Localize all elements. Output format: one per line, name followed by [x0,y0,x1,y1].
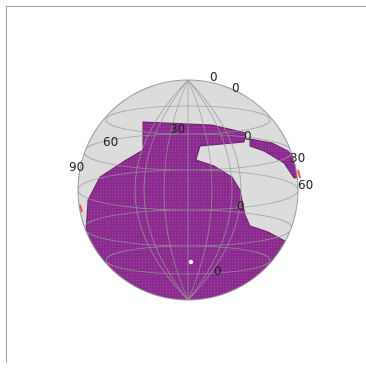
tick-label: 0 [210,70,218,84]
tick-label: 90 [69,160,84,174]
tick-label: 30 [170,122,185,136]
tick-label: 60 [298,178,313,192]
tick-label: 0 [232,81,240,95]
tick-label: 30 [290,151,305,165]
edge-marker-left [79,204,83,213]
land-mass-main [78,121,298,300]
edge-marker-right [297,169,301,179]
axes-frame-top [6,6,366,7]
tick-label: 60 [103,135,118,149]
tick-label: 0 [214,264,222,278]
globe-outline [77,79,299,301]
tick-label: 0 [237,199,245,213]
tick-label: 0 [244,129,252,143]
axes-frame-left [6,6,7,363]
white-spot [188,259,194,265]
